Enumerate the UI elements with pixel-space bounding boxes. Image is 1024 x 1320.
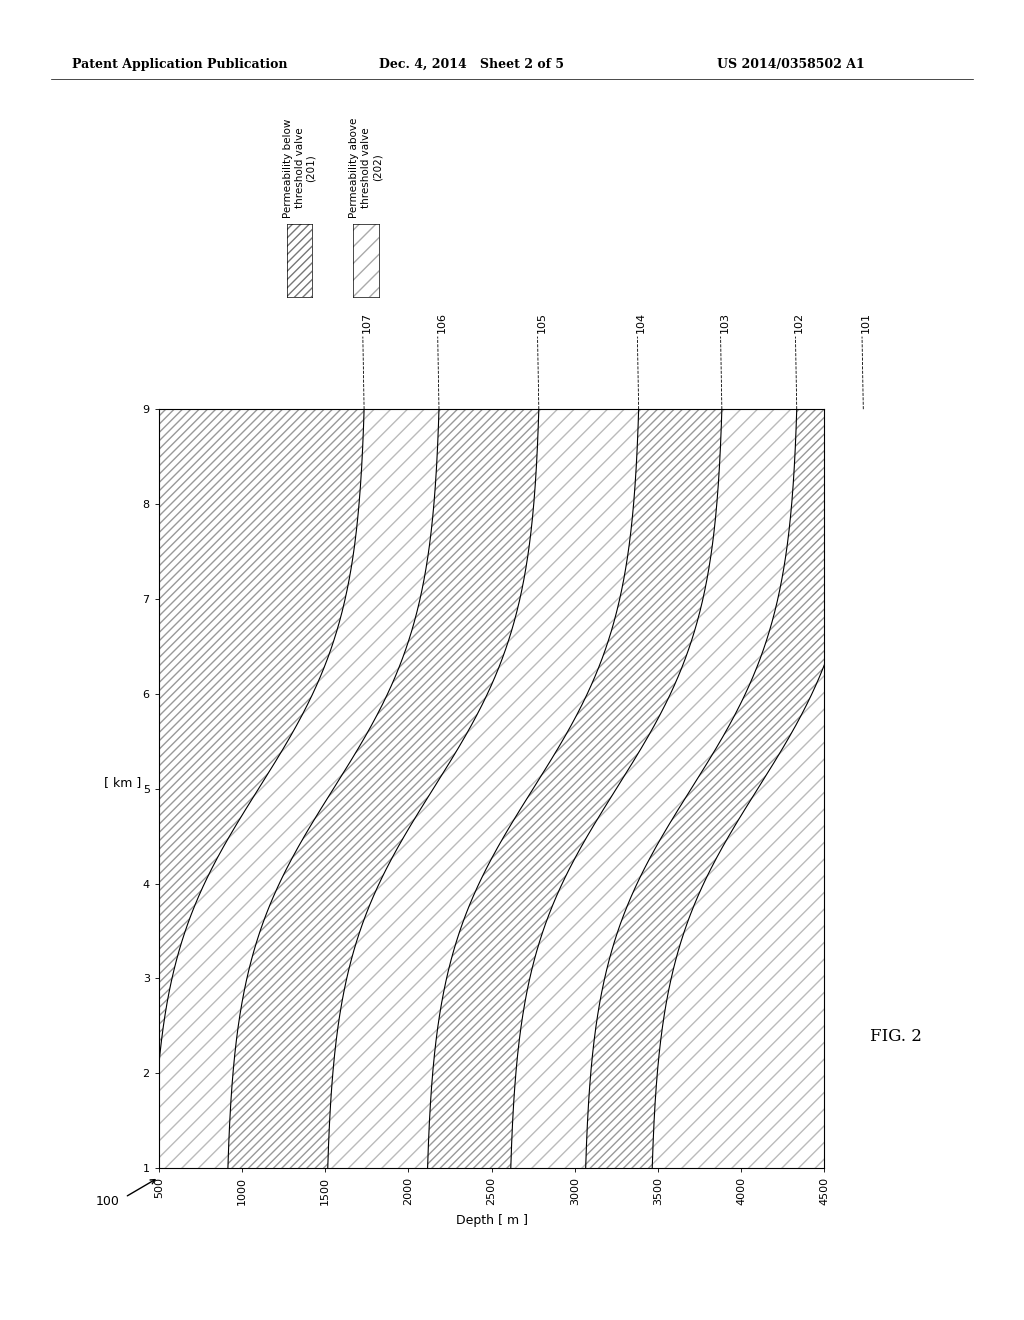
Text: 103: 103 — [720, 312, 729, 333]
Text: Permeability above
threshold valve
(202): Permeability above threshold valve (202) — [349, 117, 383, 218]
Text: 101: 101 — [861, 312, 870, 333]
Text: 106: 106 — [436, 312, 446, 333]
Polygon shape — [511, 409, 797, 1168]
Text: Patent Application Publication: Patent Application Publication — [72, 58, 287, 71]
Text: US 2014/0358502 A1: US 2014/0358502 A1 — [717, 58, 864, 71]
Text: Permeability below
threshold valve
(201): Permeability below threshold valve (201) — [283, 119, 316, 218]
Polygon shape — [328, 409, 639, 1168]
Polygon shape — [287, 224, 312, 297]
Polygon shape — [586, 409, 863, 1168]
Polygon shape — [652, 409, 863, 1168]
Text: 102: 102 — [795, 312, 804, 333]
Text: FIG. 2: FIG. 2 — [870, 1028, 922, 1044]
Y-axis label: [ km ]: [ km ] — [104, 776, 141, 789]
Polygon shape — [153, 409, 439, 1168]
Text: Dec. 4, 2014   Sheet 2 of 5: Dec. 4, 2014 Sheet 2 of 5 — [379, 58, 564, 71]
X-axis label: Depth [ m ]: Depth [ m ] — [456, 1213, 527, 1226]
Polygon shape — [353, 224, 379, 297]
Text: 100: 100 — [95, 1195, 120, 1208]
Text: 107: 107 — [361, 312, 372, 333]
Text: 105: 105 — [537, 312, 547, 333]
Polygon shape — [153, 409, 365, 1168]
Text: 104: 104 — [636, 312, 646, 333]
Polygon shape — [228, 409, 539, 1168]
Polygon shape — [428, 409, 722, 1168]
